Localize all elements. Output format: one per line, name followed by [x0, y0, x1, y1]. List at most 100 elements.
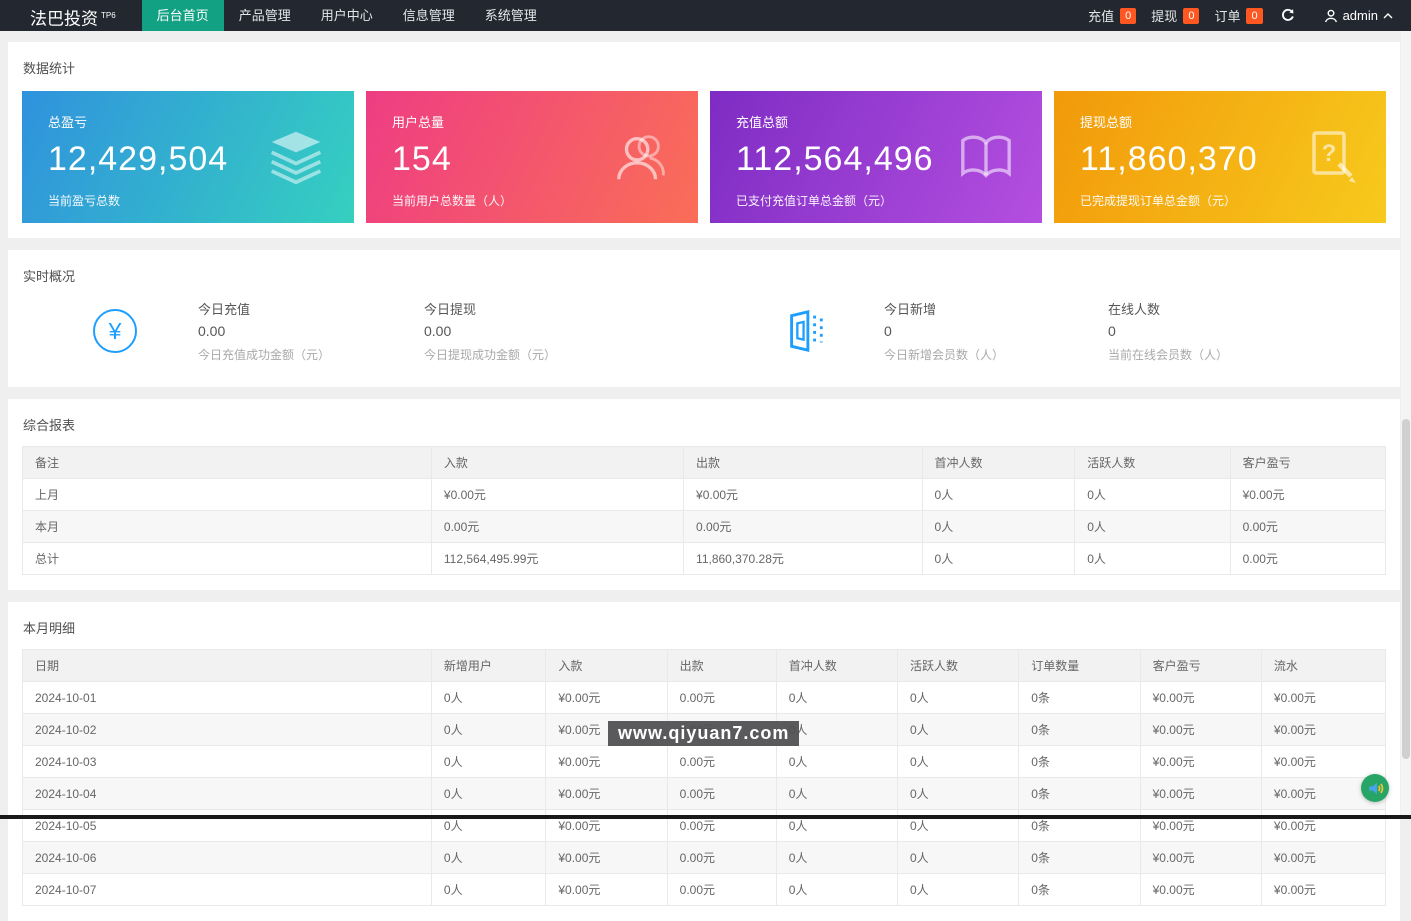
table-cell: 0人 [775, 681, 899, 714]
table-cell: 0人 [430, 841, 547, 874]
speaker-icon [1368, 782, 1383, 794]
card-sub: 已完成提现订单总金额（元） [1080, 194, 1237, 208]
table-cell: 0条 [1018, 841, 1141, 874]
stat-sublabel: 今日提现成功金额（元） [424, 348, 557, 362]
svg-text:?: ? [1322, 140, 1337, 167]
today-new-members-stat: 今日新增 0 今日新增会员数（人） [884, 299, 1108, 363]
table-cell: 0人 [896, 745, 1020, 778]
stat-sublabel: 今日充值成功金额（元） [198, 348, 331, 362]
column-header: 入款 [430, 446, 685, 479]
card-value: 12,429,504 [48, 140, 229, 178]
recharge-count-badge: 0 [1120, 7, 1137, 24]
table-cell: ¥0.00元 [1260, 681, 1387, 714]
stat-card: 提现总额 11,860,370 已完成提现订单总金额（元） ? [1054, 91, 1386, 223]
table-cell: 0条 [1018, 745, 1141, 778]
table-cell: 0.00元 [666, 681, 777, 714]
summary-table: 备注 入款 出款 首冲人数 活跃人数 客户盈亏 上月 ¥0.00元 ¥0.00元 0人 0人 ¥0.… [22, 446, 1387, 575]
table-cell: ¥0.00元 [1260, 745, 1387, 778]
book-icon [961, 135, 1011, 178]
column-header: 订单数量 [1018, 649, 1141, 682]
users-icon [617, 135, 665, 180]
table-cell: ¥0.00元 [1260, 713, 1387, 746]
card-sub: 当前盈亏总数 [48, 194, 121, 208]
table-cell: ¥0.00元 [545, 873, 668, 906]
detail-table: 日期 新增用户 入款 出款 首冲人数 活跃人数 订单数量 客户盈亏 流水 2024-10-01 0… [22, 649, 1387, 906]
nav-item-信息管理[interactable]: 信息管理 [402, 8, 455, 23]
table-row: 上月 ¥0.00元 ¥0.00元 0人 0人 ¥0.00元 [22, 478, 1387, 511]
detail-panel-title: 本月明细 [23, 621, 76, 636]
recharge-label: 充值 [1088, 9, 1115, 24]
table-cell: 0人 [896, 841, 1020, 874]
table-cell: 0人 [775, 873, 899, 906]
card-label: 用户总量 [392, 115, 445, 130]
refresh-button[interactable] [1280, 8, 1295, 23]
scrollbar-thumb[interactable] [1402, 419, 1410, 759]
user-menu[interactable]: admin [1324, 8, 1393, 23]
table-cell: 0人 [430, 745, 547, 778]
table-cell: 0条 [1018, 873, 1141, 906]
column-header: 新增用户 [430, 649, 547, 682]
card-value: 154 [392, 140, 452, 178]
main-content: 数据统计 总盈亏 12,429,504 当前盈亏总数 用户总量 154 当前用户总数量（… [0, 31, 1411, 921]
nav-item-产品管理[interactable]: 产品管理 [238, 8, 291, 23]
column-header: 入款 [545, 649, 668, 682]
table-cell: 0人 [896, 713, 1020, 746]
table-cell: 112,564,495.99元 [430, 542, 685, 575]
table-row: 2024-10-07 0人 ¥0.00元 0.00元 0人 0人 0条 ¥0.00元 ¥0.00… [22, 873, 1387, 906]
withdraw-count-badge: 0 [1183, 7, 1200, 24]
table-cell: ¥0.00元 [1139, 713, 1262, 746]
table-cell: 0人 [1074, 478, 1231, 511]
table-cell: 0人 [775, 777, 899, 810]
stat-label: 今日新增 [884, 302, 937, 317]
card-sub: 已支付充值订单总金额（元） [736, 194, 893, 208]
order-notice[interactable]: 订单 0 [1214, 6, 1263, 25]
table-cell: 11,860,370.28元 [683, 542, 923, 575]
stat-value: 0 [884, 323, 892, 339]
column-header: 流水 [1260, 649, 1387, 682]
nav-item-后台首页[interactable]: 后台首页 [141, 0, 224, 31]
withdraw-notice[interactable]: 提现 0 [1151, 6, 1200, 25]
chevron-up-icon [1383, 12, 1393, 18]
username: admin [1342, 8, 1378, 23]
table-cell: ¥0.00元 [1139, 873, 1262, 906]
stat-label: 今日提现 [424, 302, 477, 317]
vertical-scrollbar[interactable] [1401, 31, 1411, 815]
stat-value: 0 [1108, 323, 1116, 339]
recharge-notice[interactable]: 充值 0 [1088, 6, 1137, 25]
realtime-panel-title: 实时概况 [23, 269, 76, 284]
table-cell: 0人 [1074, 542, 1231, 575]
column-header: 首冲人数 [775, 649, 899, 682]
stat-value: 0.00 [424, 323, 452, 339]
today-withdraw-stat: 今日提现 0.00 今日提现成功金额（元） [424, 299, 650, 363]
stat-sublabel: 今日新增会员数（人） [884, 348, 1005, 362]
table-cell: ¥0.00元 [430, 478, 685, 511]
table-cell: ¥0.00元 [1139, 681, 1262, 714]
column-header: 出款 [666, 649, 777, 682]
column-header: 活跃人数 [896, 649, 1020, 682]
column-header: 客户盈亏 [1229, 446, 1387, 479]
summary-report-panel: 综合报表 备注 入款 出款 首冲人数 活跃人数 客户盈亏 上月 ¥0.00元 ¥0.00元 0人… [8, 399, 1400, 590]
refresh-icon [1281, 8, 1294, 21]
table-cell: 0人 [921, 510, 1076, 543]
table-cell: 0.00元 [430, 510, 685, 543]
card-value: 11,860,370 [1080, 140, 1258, 178]
table-cell: 0.00元 [666, 873, 777, 906]
stats-panel: 数据统计 总盈亏 12,429,504 当前盈亏总数 用户总量 154 当前用户总数量（… [8, 42, 1400, 238]
app-logo[interactable]: 法巴投资 TP6 [0, 0, 142, 31]
card-label: 总盈亏 [48, 115, 88, 130]
table-cell: 0人 [896, 873, 1020, 906]
table-cell: ¥0.00元 [1260, 873, 1387, 906]
table-cell: ¥0.00元 [1229, 478, 1387, 511]
table-cell: ¥0.00元 [545, 841, 668, 874]
stat-cards-row: 总盈亏 12,429,504 当前盈亏总数 用户总量 154 当前用户总数量（人） 充值… [8, 89, 1400, 238]
table-cell: 2024-10-04 [22, 777, 432, 810]
table-cell: 0人 [921, 542, 1076, 575]
bottom-scrollbar[interactable] [0, 815, 1411, 819]
detail-table-wrap: 日期 新增用户 入款 出款 首冲人数 活跃人数 订单数量 客户盈亏 流水 2024-10-01 0… [8, 649, 1400, 921]
table-cell: 0人 [775, 745, 899, 778]
voice-broadcast-button[interactable] [1361, 774, 1389, 802]
nav-item-系统管理[interactable]: 系统管理 [484, 8, 537, 23]
table-cell: 0.00元 [683, 510, 923, 543]
table-cell: 0.00元 [1229, 542, 1387, 575]
nav-item-用户中心[interactable]: 用户中心 [320, 8, 373, 23]
